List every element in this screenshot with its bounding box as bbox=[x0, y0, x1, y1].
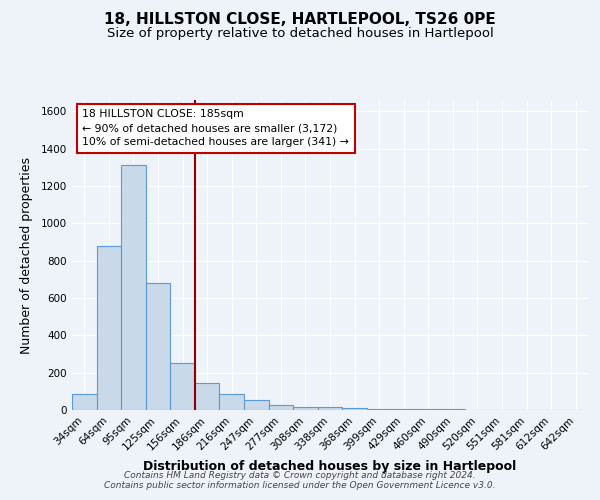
X-axis label: Distribution of detached houses by size in Hartlepool: Distribution of detached houses by size … bbox=[143, 460, 517, 473]
Text: Contains HM Land Registry data © Crown copyright and database right 2024.
Contai: Contains HM Land Registry data © Crown c… bbox=[104, 470, 496, 490]
Y-axis label: Number of detached properties: Number of detached properties bbox=[20, 156, 32, 354]
Bar bbox=[342, 408, 367, 410]
Bar bbox=[121, 166, 146, 410]
Text: 18 HILLSTON CLOSE: 185sqm
← 90% of detached houses are smaller (3,172)
10% of se: 18 HILLSTON CLOSE: 185sqm ← 90% of detac… bbox=[82, 110, 349, 148]
Bar bbox=[367, 408, 391, 410]
Bar bbox=[72, 394, 97, 410]
Bar bbox=[318, 407, 342, 410]
Bar bbox=[269, 405, 293, 410]
Bar bbox=[170, 363, 195, 410]
Bar bbox=[244, 400, 269, 410]
Bar bbox=[146, 283, 170, 410]
Bar bbox=[293, 406, 318, 410]
Bar bbox=[97, 246, 121, 410]
Bar bbox=[220, 394, 244, 410]
Text: Size of property relative to detached houses in Hartlepool: Size of property relative to detached ho… bbox=[107, 28, 493, 40]
Text: 18, HILLSTON CLOSE, HARTLEPOOL, TS26 0PE: 18, HILLSTON CLOSE, HARTLEPOOL, TS26 0PE bbox=[104, 12, 496, 28]
Bar bbox=[195, 384, 220, 410]
Bar bbox=[391, 409, 416, 410]
